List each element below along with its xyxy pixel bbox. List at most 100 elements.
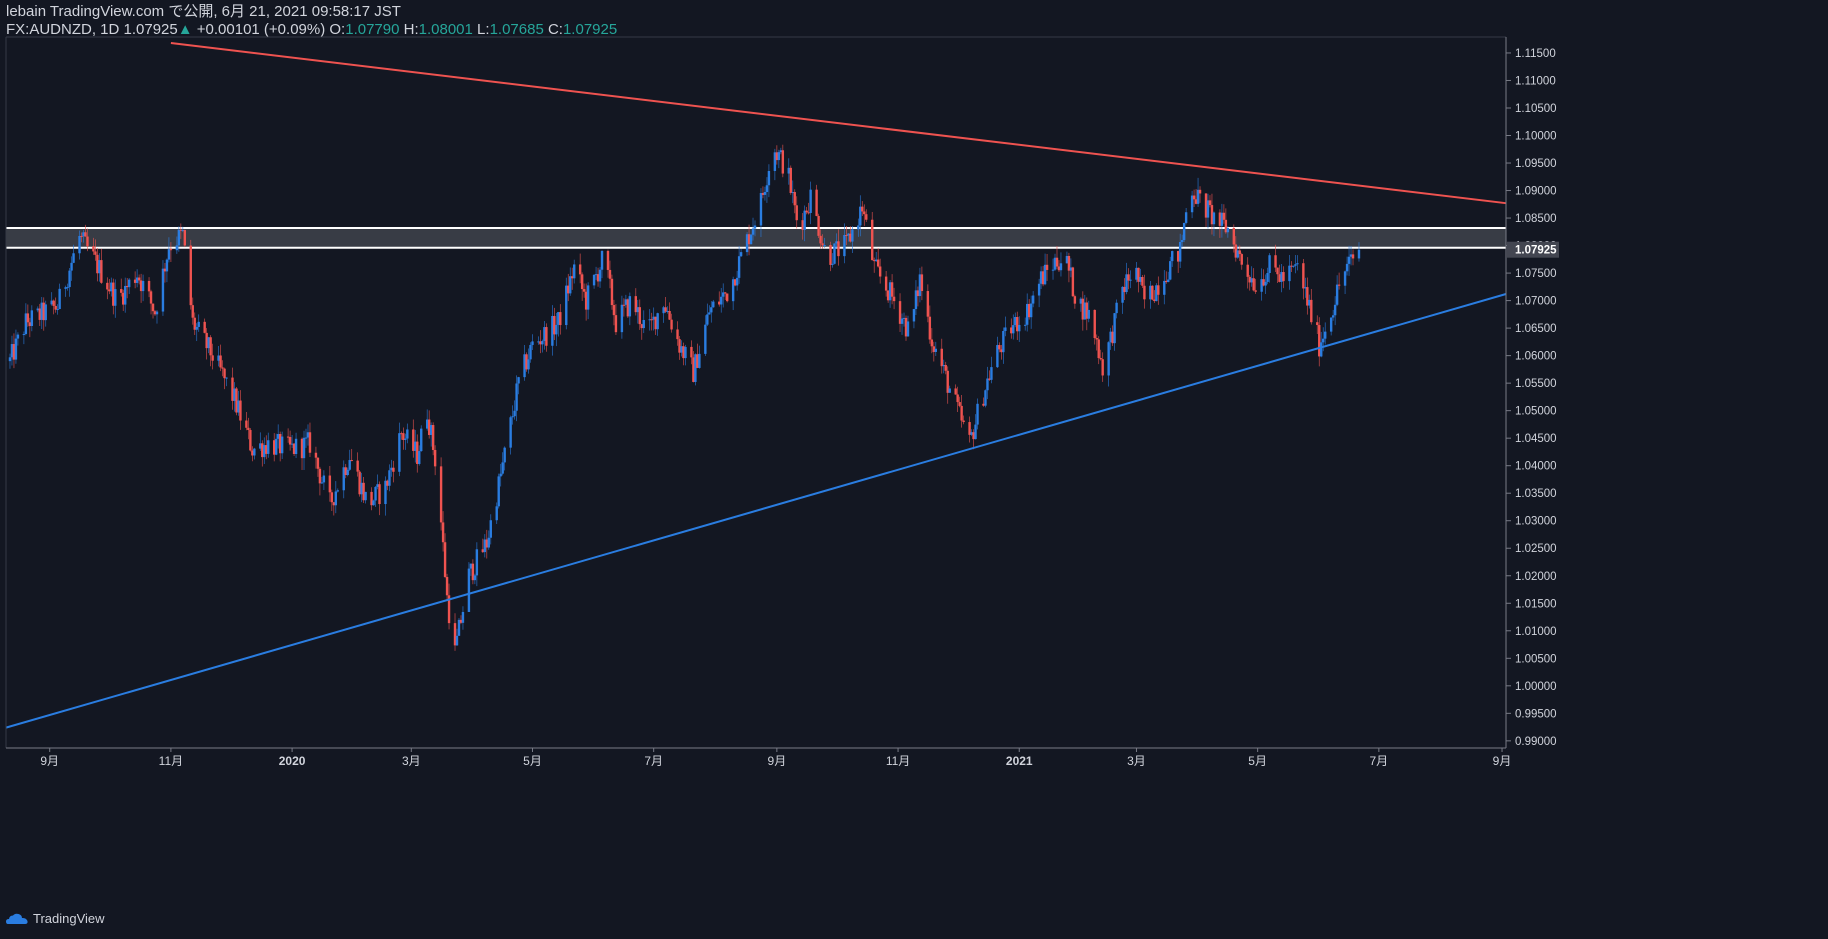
candle-body [704, 324, 707, 354]
candle-body [149, 291, 153, 304]
time-tick-label: 9月 [1493, 754, 1512, 768]
candle-body [114, 289, 117, 306]
candle-body [638, 307, 641, 325]
candle-body [1083, 302, 1087, 320]
candle-body [1129, 279, 1132, 281]
candle-body [390, 467, 393, 471]
candle-body [497, 476, 500, 507]
candle-body [1322, 338, 1325, 343]
candle-body [374, 486, 377, 501]
price-tick-label: 1.09500 [1515, 158, 1557, 170]
candle-body [775, 152, 779, 161]
candle-body [139, 280, 143, 292]
candle-body [108, 289, 111, 292]
candle-body [28, 322, 32, 327]
candle-body [513, 410, 516, 417]
candle-body [1137, 267, 1140, 282]
candle-body [1125, 274, 1128, 293]
symbol-label[interactable]: FX:AUDNZD, 1D [6, 21, 120, 38]
candle-body [1018, 324, 1021, 332]
candle-body [1039, 271, 1043, 284]
candle-body [207, 337, 210, 349]
candle-body [165, 259, 169, 272]
price-tick-label: 1.11000 [1515, 75, 1556, 87]
candle-body [453, 623, 457, 646]
tradingview-cloud-icon[interactable] [6, 913, 28, 925]
candle-body [487, 537, 490, 548]
candle-body [84, 232, 87, 237]
candle-body [320, 482, 324, 484]
candle-body [988, 378, 991, 380]
candle-body [447, 595, 451, 624]
price-tick-label: 1.03000 [1515, 516, 1557, 528]
candle-body [203, 321, 206, 333]
candle-body [565, 285, 568, 326]
candle-body [356, 460, 359, 472]
candle-body [666, 310, 669, 312]
candle-body [946, 370, 949, 393]
price-tick-label: 1.04000 [1515, 461, 1557, 473]
candle-body [1357, 249, 1361, 259]
candle-body [348, 460, 351, 470]
candle-body [1333, 304, 1337, 316]
candle-body [1000, 349, 1003, 353]
candle-body [1113, 313, 1116, 344]
candle-body [209, 337, 212, 356]
candle-body [1288, 265, 1291, 282]
candle-body [944, 365, 947, 371]
candle-body [376, 484, 379, 487]
candle-body [956, 394, 959, 403]
candle-body [237, 400, 240, 413]
price-tick-label: 1.07500 [1515, 268, 1557, 280]
price-zone[interactable] [6, 226, 1506, 249]
candle-body [892, 296, 896, 302]
candle-body [1190, 195, 1194, 213]
candle-body [1226, 227, 1230, 233]
candle-body [308, 432, 312, 453]
candle-body [559, 312, 562, 326]
candle-body [1260, 279, 1263, 292]
candle-body [1059, 263, 1063, 271]
price-tick-label: 1.02000 [1515, 571, 1557, 583]
candle-body [1123, 286, 1126, 293]
candle-body [1224, 219, 1228, 233]
candle-body [680, 346, 683, 353]
open-label: O: [329, 21, 346, 38]
candle-body [670, 319, 673, 330]
candle-body [725, 293, 729, 302]
candle-body [183, 230, 187, 246]
support-trendline [5, 293, 1507, 729]
candle-body [106, 282, 109, 290]
candle-body [648, 319, 651, 321]
candle-body [678, 339, 681, 353]
price-tick-label: 0.99500 [1515, 708, 1557, 720]
price-tick-label: 1.06000 [1515, 351, 1557, 363]
candles [8, 144, 1361, 651]
candle-body [1178, 241, 1182, 262]
candle-body [578, 264, 582, 275]
candle-body [155, 311, 159, 315]
trendlines[interactable] [5, 42, 1507, 729]
footer-brand[interactable]: TradingView [33, 911, 105, 926]
price-tick-label: 1.10000 [1515, 131, 1557, 143]
candle-body [261, 443, 264, 458]
candle-body [1206, 200, 1210, 218]
high-label: H: [403, 21, 419, 38]
candle-body [612, 305, 616, 316]
candle-body [596, 274, 600, 282]
candle-body [245, 420, 248, 428]
candle-body [1335, 284, 1339, 305]
candle-body [124, 285, 127, 305]
candle-body [1176, 251, 1180, 262]
candle-body [914, 290, 918, 310]
candle-body [606, 250, 610, 270]
candle-body [12, 344, 16, 360]
candle-body [592, 274, 596, 286]
candle-body [151, 303, 155, 312]
candle-body [537, 341, 540, 343]
time-tick-label: 9月 [40, 754, 59, 768]
price-tick-label: 1.03500 [1515, 488, 1557, 500]
candle-body [1232, 227, 1236, 245]
candle-body [809, 189, 812, 213]
